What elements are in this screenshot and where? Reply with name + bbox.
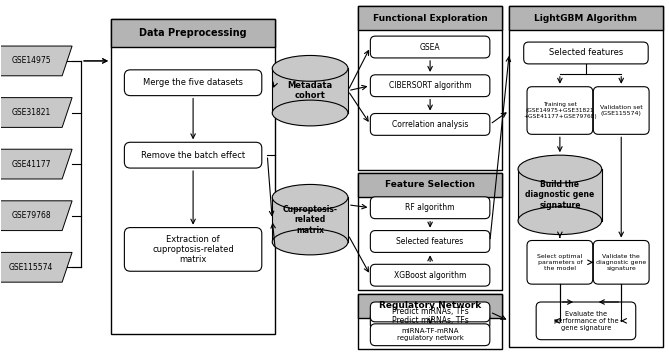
Bar: [111, 19, 275, 47]
FancyBboxPatch shape: [371, 312, 490, 330]
Polygon shape: [0, 201, 72, 231]
Text: GSE31821: GSE31821: [11, 108, 51, 117]
Ellipse shape: [272, 55, 348, 81]
Text: Merge the five datasets: Merge the five datasets: [143, 78, 243, 87]
Bar: [358, 173, 502, 290]
Text: Feature Selection: Feature Selection: [385, 180, 475, 190]
FancyBboxPatch shape: [371, 264, 490, 286]
Text: GSE14975: GSE14975: [11, 56, 51, 65]
Text: Functional Exploration: Functional Exploration: [373, 14, 488, 23]
Text: Validate the
diagnostic gene
signature: Validate the diagnostic gene signature: [596, 254, 646, 271]
FancyBboxPatch shape: [536, 302, 636, 340]
Ellipse shape: [518, 155, 601, 183]
Text: GSE79768: GSE79768: [11, 211, 51, 220]
FancyBboxPatch shape: [371, 75, 490, 97]
FancyBboxPatch shape: [593, 87, 649, 134]
Ellipse shape: [272, 184, 348, 210]
Text: Predict miRNAs, TFs: Predict miRNAs, TFs: [392, 307, 468, 316]
Text: Extraction of
cuproptosis-related
matrix: Extraction of cuproptosis-related matrix: [153, 234, 234, 264]
Text: Cuproptosis-
related
matrix: Cuproptosis- related matrix: [282, 205, 338, 234]
Polygon shape: [0, 98, 72, 127]
Text: Regulatory Network: Regulatory Network: [379, 301, 481, 311]
Bar: [358, 294, 502, 349]
Text: Metadata
cohort: Metadata cohort: [288, 81, 332, 100]
FancyBboxPatch shape: [371, 197, 490, 219]
FancyBboxPatch shape: [371, 114, 490, 135]
Bar: [358, 294, 502, 318]
Text: Correlation analysis: Correlation analysis: [392, 120, 468, 129]
Text: Build the
diagnostic gene
signature: Build the diagnostic gene signature: [525, 180, 595, 210]
Text: Training set
(GSE14975+GSE31821
+GSE41177+GSE79768): Training set (GSE14975+GSE31821 +GSE4117…: [523, 102, 597, 119]
Ellipse shape: [272, 229, 348, 255]
Text: GSE41177: GSE41177: [11, 160, 51, 169]
Bar: [358, 173, 502, 197]
Bar: [358, 6, 502, 170]
Polygon shape: [0, 149, 72, 179]
FancyBboxPatch shape: [124, 70, 262, 96]
Text: Data Preprocessing: Data Preprocessing: [139, 28, 247, 38]
Text: LightGBM Algorithm: LightGBM Algorithm: [535, 14, 638, 23]
Ellipse shape: [272, 100, 348, 126]
Text: Selected features: Selected features: [549, 48, 623, 58]
Text: Selected features: Selected features: [397, 237, 464, 246]
FancyBboxPatch shape: [524, 42, 648, 64]
FancyBboxPatch shape: [371, 324, 490, 346]
Text: RF algorithm: RF algorithm: [405, 203, 455, 212]
Bar: [272, 68, 348, 113]
Text: XGBoost algorithm: XGBoost algorithm: [394, 271, 466, 280]
Text: GSEA: GSEA: [419, 42, 440, 52]
Text: GSE115574: GSE115574: [9, 263, 54, 272]
FancyBboxPatch shape: [371, 302, 490, 322]
FancyBboxPatch shape: [371, 231, 490, 252]
FancyBboxPatch shape: [593, 240, 649, 284]
Ellipse shape: [518, 207, 601, 234]
Bar: [358, 6, 502, 30]
Text: Predict miRNAs, TFs: Predict miRNAs, TFs: [392, 316, 468, 325]
FancyBboxPatch shape: [124, 142, 262, 168]
Bar: [509, 6, 662, 347]
Text: Remove the batch effect: Remove the batch effect: [141, 151, 245, 160]
FancyBboxPatch shape: [371, 36, 490, 58]
Text: Validation set
(GSE115574): Validation set (GSE115574): [600, 105, 643, 116]
Bar: [509, 6, 662, 30]
FancyBboxPatch shape: [124, 228, 262, 271]
Bar: [518, 169, 601, 221]
Text: miRNA-TF-mRNA
regulatory network: miRNA-TF-mRNA regulatory network: [397, 328, 464, 341]
FancyBboxPatch shape: [527, 240, 593, 284]
FancyBboxPatch shape: [527, 87, 593, 134]
Text: Evaluate the
performance of the
gene signature: Evaluate the performance of the gene sig…: [554, 311, 618, 331]
Bar: [111, 19, 275, 334]
Text: CIBERSORT algorithm: CIBERSORT algorithm: [389, 81, 472, 90]
Bar: [272, 197, 348, 242]
Text: Select optimal
parameters of
the model: Select optimal parameters of the model: [537, 254, 583, 271]
Polygon shape: [0, 252, 72, 282]
Polygon shape: [0, 46, 72, 76]
